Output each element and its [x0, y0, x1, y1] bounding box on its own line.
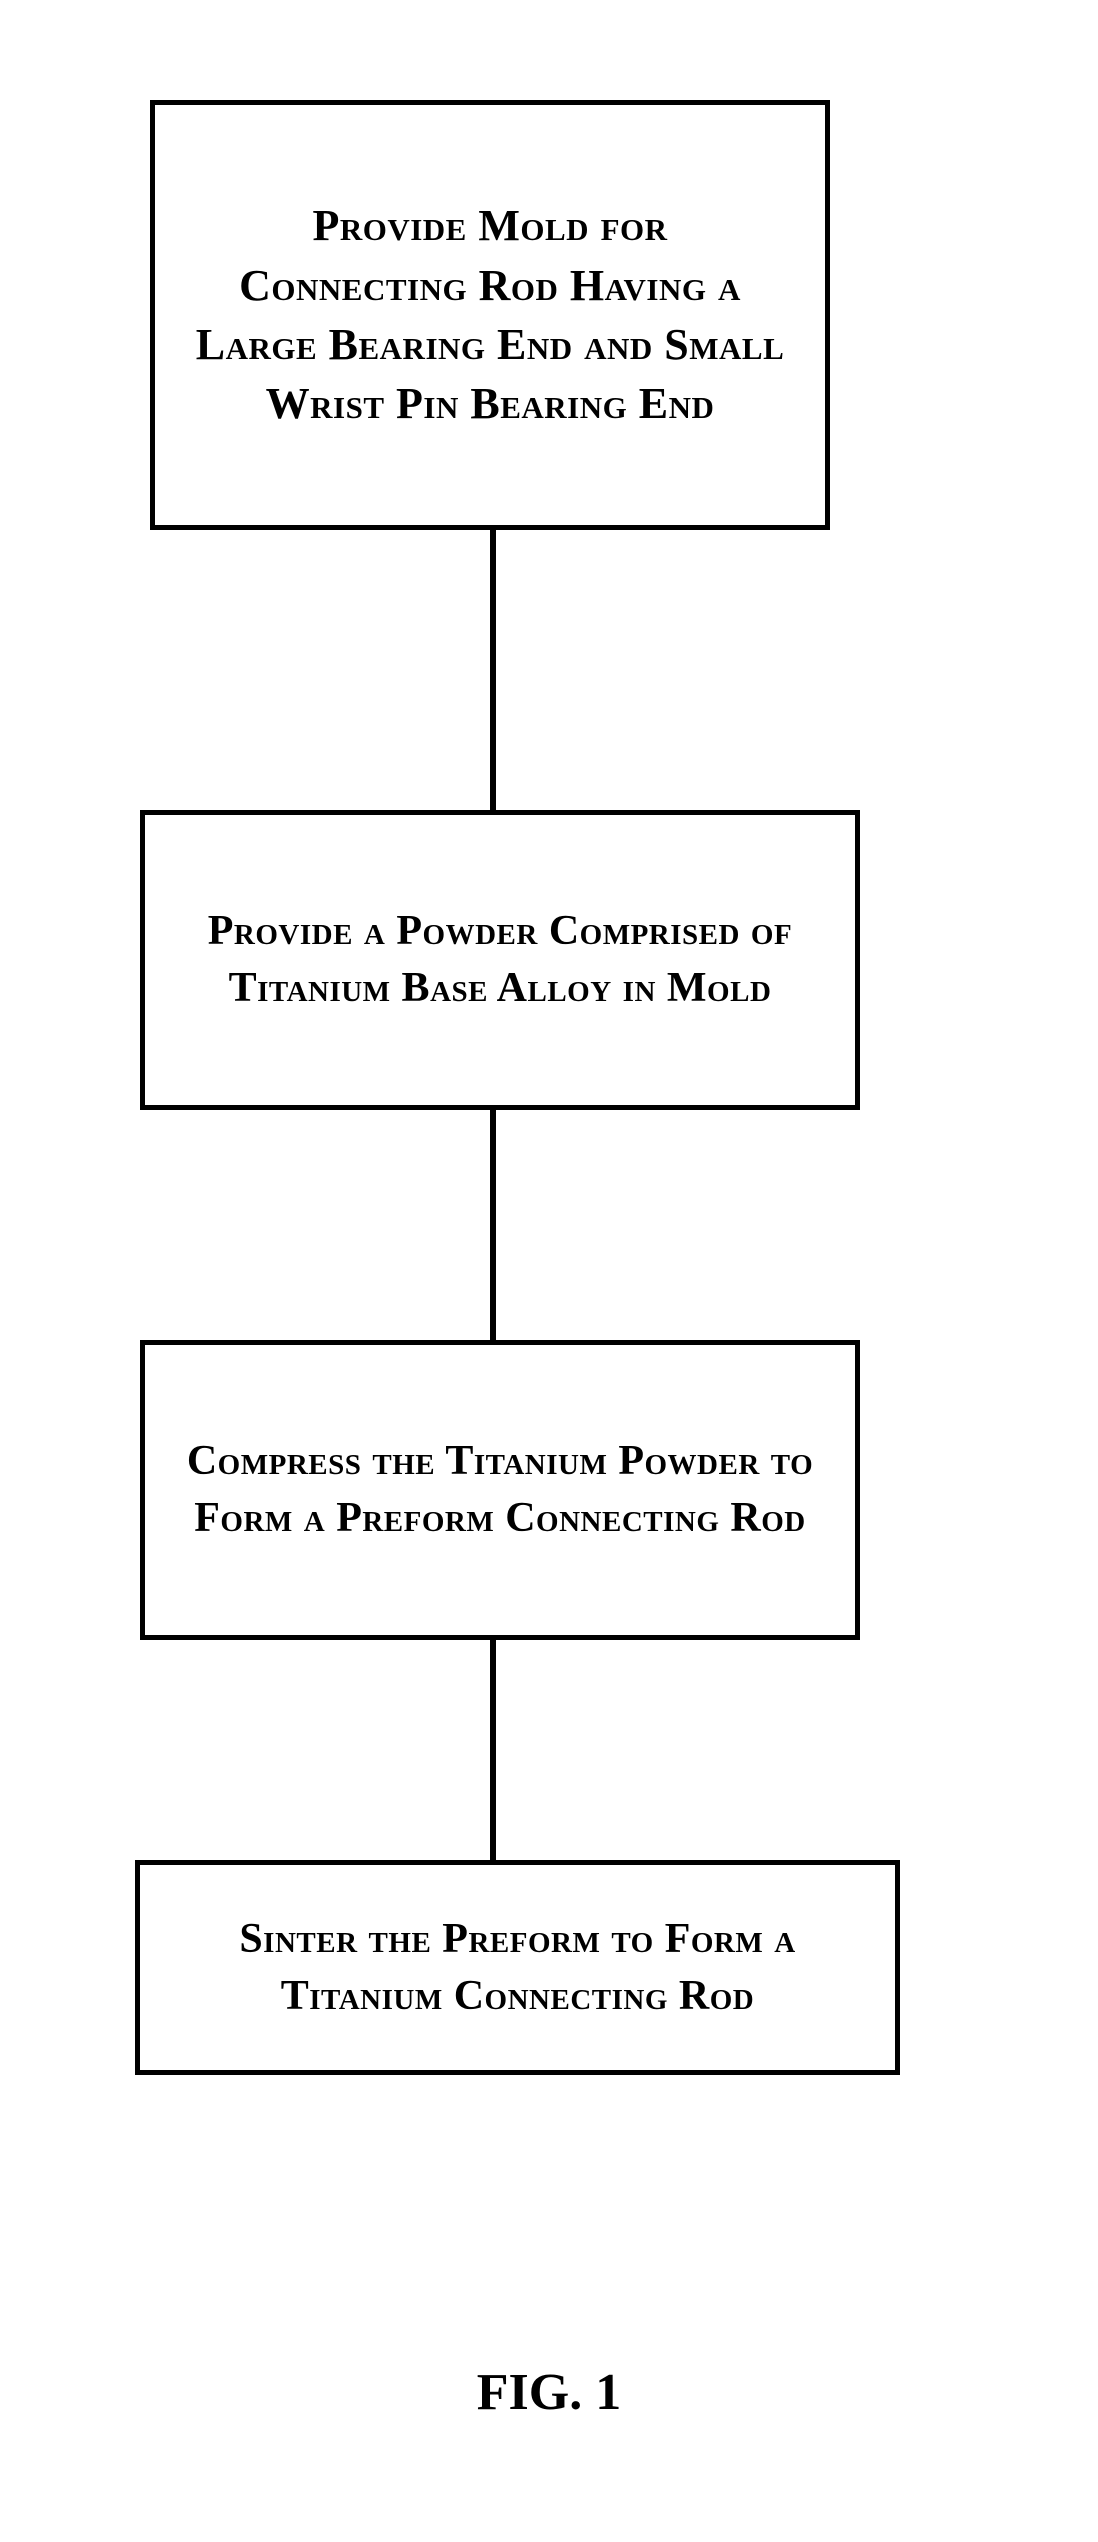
box-3-text: Compress the Titanium Powder to Form a P…	[185, 1433, 815, 1546]
connector-1	[490, 530, 496, 810]
flowchart-container: Provide Mold for Connecting Rod Having a…	[140, 100, 960, 2075]
connector-3	[490, 1640, 496, 1860]
figure-label: FIG. 1	[0, 2363, 1098, 2422]
box-2-text: Provide a Powder Comprised of Titanium B…	[185, 903, 815, 1016]
connector-2	[490, 1110, 496, 1340]
flowchart-box-2: Provide a Powder Comprised of Titanium B…	[140, 810, 860, 1110]
box-1-text: Provide Mold for Connecting Rod Having a…	[195, 196, 785, 434]
flowchart-box-1: Provide Mold for Connecting Rod Having a…	[150, 100, 830, 530]
box-4-text: Sinter the Preform to Form a Titanium Co…	[180, 1911, 855, 2024]
flowchart-box-3: Compress the Titanium Powder to Form a P…	[140, 1340, 860, 1640]
flowchart-box-4: Sinter the Preform to Form a Titanium Co…	[135, 1860, 900, 2075]
